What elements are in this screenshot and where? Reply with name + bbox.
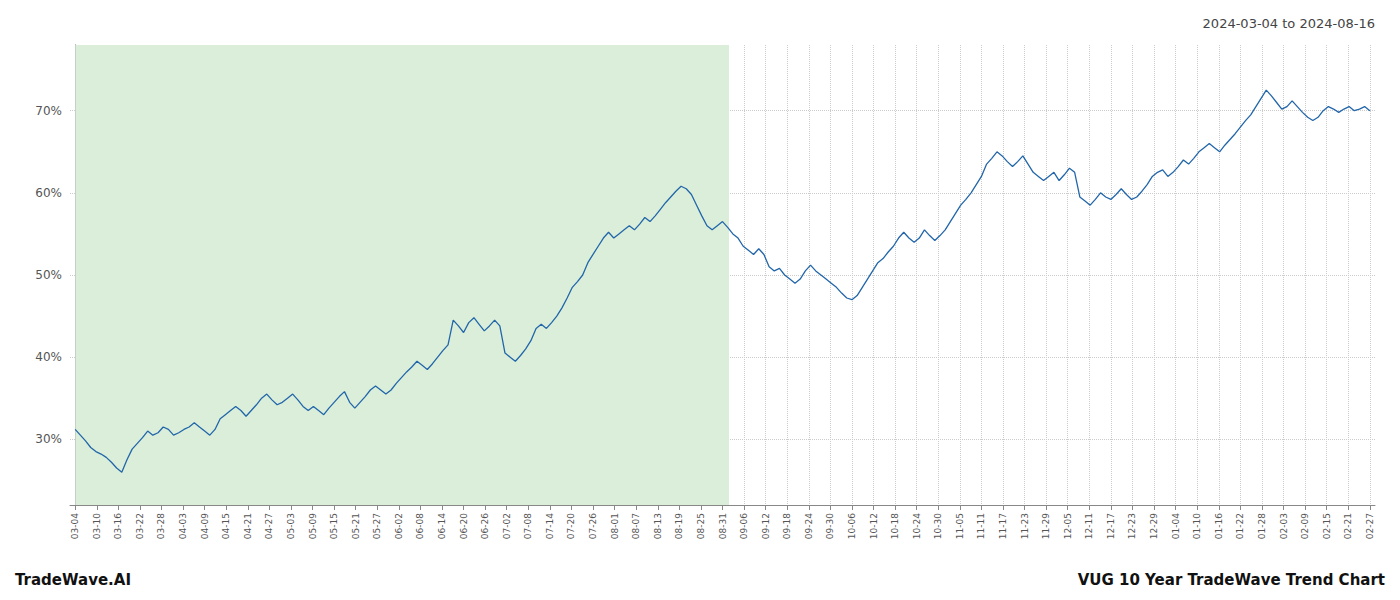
svg-text:03-04: 03-04 — [70, 513, 80, 539]
svg-text:30%: 30% — [35, 432, 62, 446]
svg-text:08-13: 08-13 — [653, 513, 663, 539]
svg-text:VUG 10 Year TradeWave Trend Ch: VUG 10 Year TradeWave Trend Chart — [1078, 571, 1385, 589]
svg-text:08-31: 08-31 — [718, 513, 728, 539]
svg-text:01-16: 01-16 — [1214, 513, 1224, 539]
svg-text:09-30: 09-30 — [825, 513, 835, 539]
svg-text:06-14: 06-14 — [437, 513, 447, 539]
svg-text:05-27: 05-27 — [372, 513, 382, 539]
svg-text:02-15: 02-15 — [1322, 513, 1332, 539]
svg-text:09-12: 09-12 — [761, 513, 771, 539]
svg-text:08-07: 08-07 — [631, 513, 641, 539]
svg-text:11-29: 11-29 — [1041, 513, 1051, 539]
svg-text:02-09: 02-09 — [1300, 513, 1310, 539]
svg-text:04-15: 04-15 — [221, 513, 231, 539]
svg-text:08-01: 08-01 — [610, 513, 620, 539]
svg-text:10-30: 10-30 — [933, 513, 943, 539]
svg-text:02-21: 02-21 — [1343, 513, 1353, 539]
svg-text:09-06: 09-06 — [739, 513, 749, 539]
svg-text:07-08: 07-08 — [523, 513, 533, 539]
svg-text:07-02: 07-02 — [502, 513, 512, 539]
svg-text:01-04: 01-04 — [1171, 513, 1181, 539]
svg-text:05-21: 05-21 — [351, 513, 361, 539]
svg-text:04-21: 04-21 — [243, 513, 253, 539]
svg-text:10-06: 10-06 — [847, 513, 857, 539]
svg-text:04-09: 04-09 — [200, 513, 210, 539]
svg-text:04-27: 04-27 — [264, 513, 274, 539]
svg-text:05-09: 05-09 — [308, 513, 318, 539]
svg-text:03-10: 03-10 — [92, 513, 102, 539]
svg-text:10-18: 10-18 — [890, 513, 900, 539]
svg-text:05-15: 05-15 — [329, 513, 339, 539]
svg-text:04-03: 04-03 — [178, 513, 188, 539]
svg-text:03-16: 03-16 — [113, 513, 123, 539]
svg-text:07-20: 07-20 — [566, 513, 576, 539]
svg-text:12-11: 12-11 — [1084, 513, 1094, 539]
svg-text:70%: 70% — [35, 104, 62, 118]
svg-text:06-02: 06-02 — [394, 513, 404, 539]
svg-text:01-22: 01-22 — [1235, 513, 1245, 539]
svg-text:11-05: 11-05 — [955, 513, 965, 539]
svg-text:10-12: 10-12 — [869, 513, 879, 539]
svg-text:01-10: 01-10 — [1192, 513, 1202, 539]
svg-text:12-05: 12-05 — [1063, 513, 1073, 539]
svg-text:08-19: 08-19 — [674, 513, 684, 539]
svg-text:02-27: 02-27 — [1365, 513, 1375, 539]
svg-text:01-28: 01-28 — [1257, 513, 1267, 539]
svg-text:TradeWave.AI: TradeWave.AI — [15, 571, 131, 589]
svg-text:03-22: 03-22 — [135, 513, 145, 539]
svg-text:05-03: 05-03 — [286, 513, 296, 539]
svg-text:09-24: 09-24 — [804, 513, 814, 539]
svg-text:2024-03-04 to 2024-08-16: 2024-03-04 to 2024-08-16 — [1203, 16, 1375, 31]
svg-text:60%: 60% — [35, 186, 62, 200]
svg-text:06-26: 06-26 — [480, 513, 490, 539]
svg-text:06-20: 06-20 — [459, 513, 469, 539]
svg-text:02-03: 02-03 — [1279, 513, 1289, 539]
svg-text:07-26: 07-26 — [588, 513, 598, 539]
svg-text:11-23: 11-23 — [1020, 513, 1030, 539]
svg-text:07-14: 07-14 — [545, 513, 555, 539]
svg-text:10-24: 10-24 — [912, 513, 922, 539]
svg-text:11-17: 11-17 — [998, 513, 1008, 539]
svg-text:12-23: 12-23 — [1127, 513, 1137, 539]
svg-text:06-08: 06-08 — [415, 513, 425, 539]
svg-text:09-18: 09-18 — [782, 513, 792, 539]
svg-text:11-11: 11-11 — [976, 513, 986, 539]
svg-text:50%: 50% — [35, 268, 62, 282]
svg-text:03-28: 03-28 — [156, 513, 166, 539]
svg-text:12-17: 12-17 — [1106, 513, 1116, 539]
svg-text:12-29: 12-29 — [1149, 513, 1159, 539]
svg-text:08-25: 08-25 — [696, 513, 706, 539]
svg-text:40%: 40% — [35, 350, 62, 364]
